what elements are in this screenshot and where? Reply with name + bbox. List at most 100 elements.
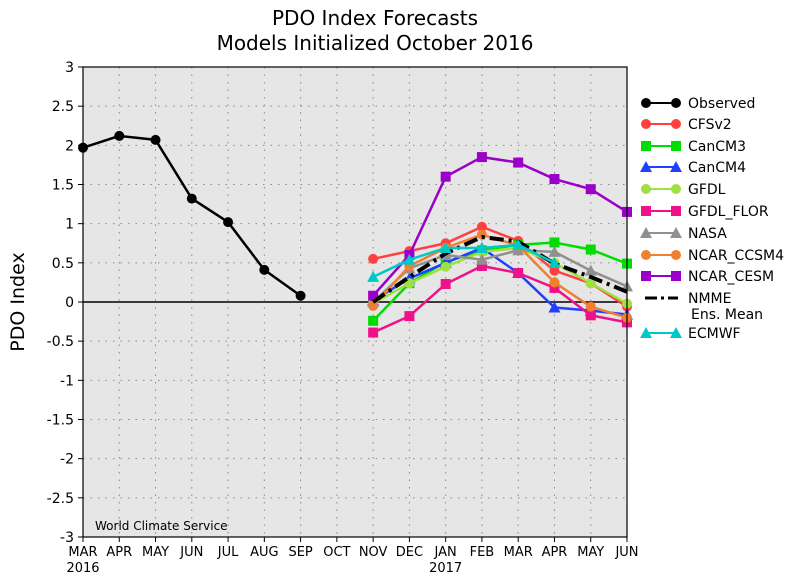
legend-marker xyxy=(670,161,682,172)
watermark: World Climate Service xyxy=(95,519,228,533)
y-axis-label: PDO Index xyxy=(7,252,29,351)
data-point xyxy=(585,244,596,255)
data-point xyxy=(548,256,561,268)
legend-marker xyxy=(671,271,681,281)
legend-marker xyxy=(641,141,651,151)
y-tick-label: -1.5 xyxy=(47,413,74,429)
x-tick-label: MAR xyxy=(68,545,97,560)
x-tick-label: APR xyxy=(542,545,568,560)
chart-title: PDO Index Forecasts xyxy=(272,6,478,30)
legend-label-2: Ens. Mean xyxy=(691,307,763,323)
y-tick-label: 2.5 xyxy=(52,99,74,115)
x-tick-label: JAN xyxy=(434,545,457,560)
data-point xyxy=(368,290,379,301)
legend-label: NCAR_CCSM4 xyxy=(688,248,784,264)
x-tick-label: MAY xyxy=(577,545,604,560)
data-point xyxy=(513,157,524,168)
y-tick-label: -1 xyxy=(60,373,74,389)
legend-marker xyxy=(671,206,681,216)
data-point xyxy=(368,300,379,311)
legend-marker xyxy=(640,327,652,338)
data-point xyxy=(476,221,487,232)
data-point xyxy=(475,241,488,253)
data-point xyxy=(584,264,597,276)
series-nmme xyxy=(371,234,628,304)
y-tick-label: -2.5 xyxy=(47,491,74,507)
legend-marker xyxy=(641,206,651,216)
legend-label: NCAR_CESM xyxy=(688,269,774,285)
x-tick-label: SEP xyxy=(288,545,312,560)
x-tick-label: DEC xyxy=(396,545,423,560)
legend-marker xyxy=(671,141,681,151)
x-tick-label: MAR xyxy=(504,545,533,560)
legend-label: GFDL xyxy=(688,182,726,198)
legend-marker xyxy=(640,227,652,238)
legend-marker xyxy=(671,184,681,194)
data-point xyxy=(548,301,561,313)
legend-item: CanCM3 xyxy=(641,139,746,155)
data-point xyxy=(403,253,416,265)
legend-marker xyxy=(641,271,651,281)
data-point xyxy=(549,237,560,248)
legend-item: ECMWF xyxy=(640,326,741,342)
data-point xyxy=(439,241,452,253)
legend-marker xyxy=(640,161,652,172)
data-point xyxy=(549,174,560,185)
data-point xyxy=(150,134,161,145)
data-point xyxy=(440,171,451,182)
data-point xyxy=(295,290,306,301)
data-point xyxy=(585,278,596,289)
data-point xyxy=(476,152,487,163)
data-point xyxy=(548,245,561,257)
legend-item: NASA xyxy=(640,226,727,242)
legend-item: GFDL_FLOR xyxy=(641,204,769,220)
year-label: 2017 xyxy=(429,561,462,576)
data-point xyxy=(549,282,560,293)
x-tick-label: APR xyxy=(106,545,132,560)
series-observed xyxy=(78,130,306,301)
x-tick-label: OCT xyxy=(323,545,350,560)
data-point xyxy=(368,253,379,264)
legend-item: NCAR_CCSM4 xyxy=(641,248,784,264)
x-tick-label: FEB xyxy=(470,545,495,560)
series-ecmwf xyxy=(367,238,561,282)
legend-marker xyxy=(671,250,681,260)
year-label: 2016 xyxy=(66,561,99,576)
data-point xyxy=(440,278,451,289)
data-point xyxy=(476,260,487,271)
series-line xyxy=(371,234,628,304)
legend-label: NASA xyxy=(688,226,727,242)
data-point xyxy=(585,310,596,321)
legend-label: CanCM3 xyxy=(688,139,746,155)
y-tick-label: 1 xyxy=(65,217,74,233)
legend-item: GFDL xyxy=(641,182,726,198)
data-point xyxy=(512,238,525,250)
legend-label: Observed xyxy=(688,96,755,112)
y-tick-label: 2 xyxy=(65,138,74,154)
data-point xyxy=(114,130,125,141)
legend-item: CFSv2 xyxy=(641,117,732,133)
x-tick-label: JUN xyxy=(179,545,203,560)
data-point xyxy=(549,265,560,276)
data-point xyxy=(404,311,415,322)
legend-marker xyxy=(641,184,651,194)
data-point xyxy=(368,315,379,326)
series-line xyxy=(372,246,628,305)
x-tick-label: AUG xyxy=(250,545,278,560)
legend-item: Observed xyxy=(641,96,755,112)
legend-item: NCAR_CESM xyxy=(641,269,774,285)
legend-label: ECMWF xyxy=(688,326,741,342)
series-line xyxy=(372,264,628,334)
data-point xyxy=(513,268,524,279)
legend-marker xyxy=(641,119,651,129)
y-tick-label: 3 xyxy=(65,60,74,76)
y-tick-label: 0.5 xyxy=(52,256,74,272)
legend-marker xyxy=(670,227,682,238)
legend-label: CFSv2 xyxy=(688,117,732,133)
series-line xyxy=(372,155,628,297)
data-point xyxy=(186,193,197,204)
legend-label: GFDL_FLOR xyxy=(688,204,769,220)
chart-subtitle: Models Initialized October 2016 xyxy=(217,31,534,55)
